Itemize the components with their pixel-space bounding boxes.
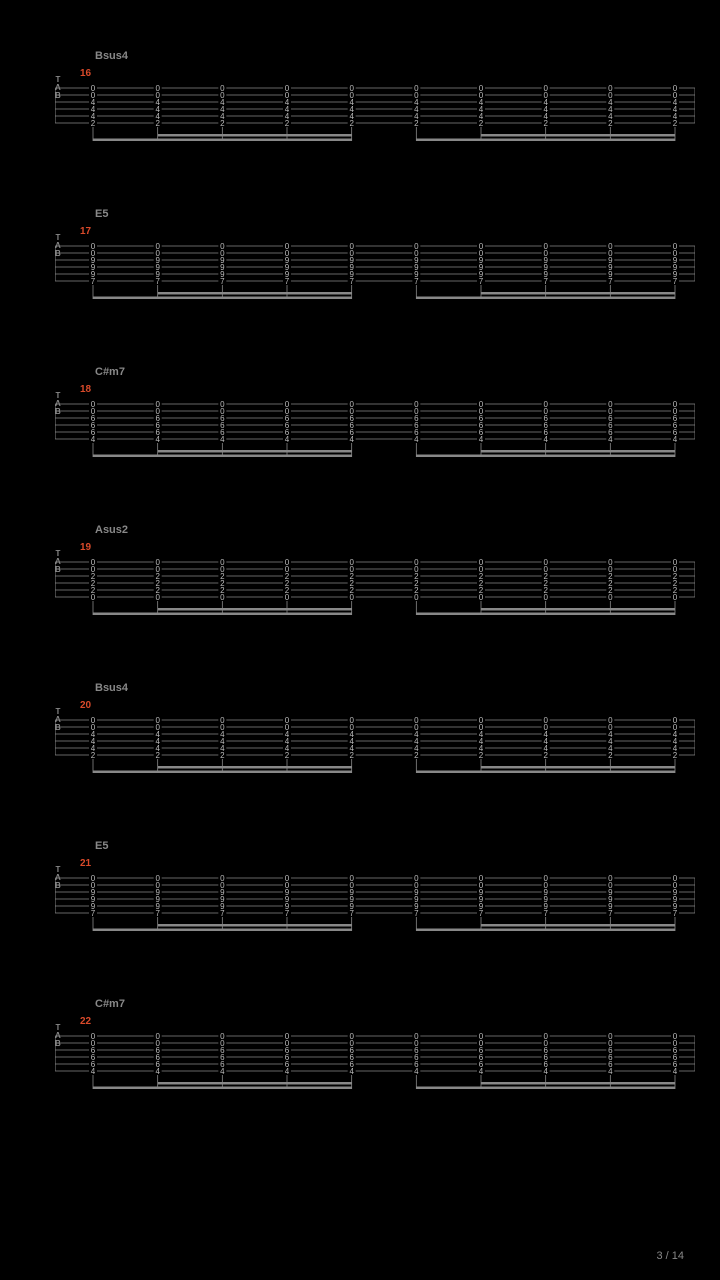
svg-text:0: 0 [220,593,225,602]
page-number: 3 / 14 [656,1250,684,1262]
svg-text:7: 7 [479,277,484,286]
svg-text:0: 0 [479,593,484,602]
svg-text:4: 4 [91,435,96,444]
chord-name: Asus2 [95,524,690,536]
chord-name: E5 [95,840,690,852]
measure-block: Asus219TAB002220002220002220002220002220… [30,524,690,634]
svg-text:7: 7 [220,277,225,286]
svg-text:7: 7 [155,277,160,286]
staff-area: 0066640066640066640066640066640066640066… [55,388,690,476]
svg-text:4: 4 [349,435,354,444]
svg-text:2: 2 [543,751,548,760]
svg-text:2: 2 [155,119,160,128]
svg-text:7: 7 [608,909,613,918]
measure-block: E517TAB009997009997009997009997009997009… [30,208,690,318]
svg-text:2: 2 [155,751,160,760]
svg-text:2: 2 [285,751,290,760]
svg-text:0: 0 [414,593,419,602]
svg-text:7: 7 [414,277,419,286]
svg-text:7: 7 [673,277,678,286]
svg-text:4: 4 [414,435,419,444]
svg-text:2: 2 [220,751,225,760]
svg-text:4: 4 [608,435,613,444]
svg-text:2: 2 [220,119,225,128]
staff-area: 0066640066640066640066640066640066640066… [55,1020,690,1108]
svg-text:4: 4 [349,1067,354,1076]
svg-text:4: 4 [608,1067,613,1076]
svg-text:2: 2 [543,119,548,128]
svg-text:7: 7 [91,277,96,286]
svg-text:2: 2 [673,751,678,760]
svg-text:4: 4 [285,435,290,444]
chord-name: E5 [95,208,690,220]
svg-text:7: 7 [155,909,160,918]
measure-block: Bsus420TAB004442004442004442004442004442… [30,682,690,792]
svg-text:2: 2 [608,119,613,128]
svg-text:7: 7 [285,909,290,918]
svg-text:4: 4 [673,1067,678,1076]
svg-text:2: 2 [285,119,290,128]
chord-name: C#m7 [95,998,690,1010]
svg-text:2: 2 [414,751,419,760]
svg-text:4: 4 [479,1067,484,1076]
measure-block: Bsus416TAB004442004442004442004442004442… [30,50,690,160]
svg-text:2: 2 [479,119,484,128]
svg-text:4: 4 [673,435,678,444]
staff-area: 0044420044420044420044420044420044420044… [55,72,690,160]
staff-area: 0099970099970099970099970099970099970099… [55,230,690,318]
svg-text:0: 0 [91,593,96,602]
svg-text:4: 4 [543,435,548,444]
svg-text:4: 4 [220,435,225,444]
svg-text:4: 4 [155,435,160,444]
svg-text:0: 0 [349,593,354,602]
svg-text:4: 4 [285,1067,290,1076]
svg-text:7: 7 [220,909,225,918]
staff-area: 0022200022200022200022200022200022200022… [55,546,690,634]
svg-text:4: 4 [479,435,484,444]
staff-area: 0099970099970099970099970099970099970099… [55,862,690,950]
measure-block: C#m718TAB0066640066640066640066640066640… [30,366,690,476]
svg-text:7: 7 [479,909,484,918]
svg-text:7: 7 [414,909,419,918]
svg-text:4: 4 [220,1067,225,1076]
svg-text:7: 7 [349,909,354,918]
svg-text:7: 7 [608,277,613,286]
svg-text:0: 0 [155,593,160,602]
svg-text:2: 2 [91,751,96,760]
chord-name: Bsus4 [95,50,690,62]
svg-text:2: 2 [673,119,678,128]
svg-text:2: 2 [608,751,613,760]
svg-text:4: 4 [414,1067,419,1076]
svg-text:7: 7 [285,277,290,286]
chord-name: Bsus4 [95,682,690,694]
svg-text:7: 7 [543,277,548,286]
svg-text:7: 7 [543,909,548,918]
svg-text:7: 7 [349,277,354,286]
svg-text:4: 4 [155,1067,160,1076]
svg-text:0: 0 [285,593,290,602]
svg-text:2: 2 [479,751,484,760]
svg-text:2: 2 [414,119,419,128]
svg-text:2: 2 [349,751,354,760]
svg-text:0: 0 [543,593,548,602]
chord-name: C#m7 [95,366,690,378]
measure-block: E521TAB009997009997009997009997009997009… [30,840,690,950]
svg-text:7: 7 [91,909,96,918]
svg-text:7: 7 [673,909,678,918]
svg-text:0: 0 [608,593,613,602]
svg-text:2: 2 [91,119,96,128]
tab-page: Bsus416TAB004442004442004442004442004442… [0,0,720,1176]
svg-text:4: 4 [543,1067,548,1076]
svg-text:2: 2 [349,119,354,128]
measure-block: C#m722TAB0066640066640066640066640066640… [30,998,690,1108]
staff-area: 0044420044420044420044420044420044420044… [55,704,690,792]
svg-text:4: 4 [91,1067,96,1076]
svg-text:0: 0 [673,593,678,602]
